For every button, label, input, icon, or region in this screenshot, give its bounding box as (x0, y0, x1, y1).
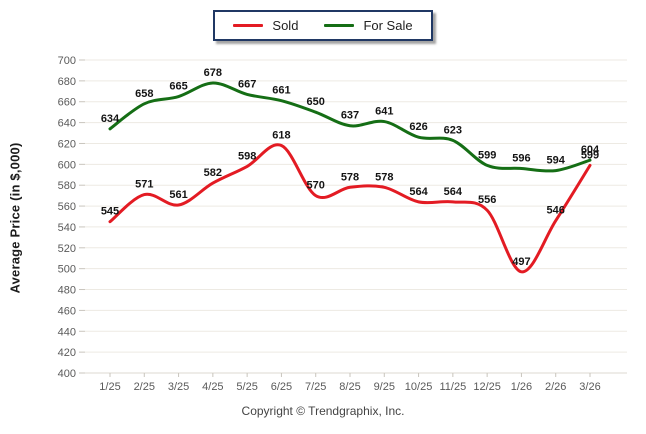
y-tick-labels: 400 420 440 460 480 500 520 540 560 580 600 620 640 6… (58, 55, 76, 380)
for-sale-line-swatch-icon (324, 24, 355, 27)
series-line-for-sale (108, 81, 592, 173)
svg-text:11/25: 11/25 (439, 381, 466, 393)
svg-text:2/25: 2/25 (134, 381, 155, 393)
legend-box: Sold For Sale (213, 10, 433, 41)
svg-text:641: 641 (375, 106, 393, 118)
svg-text:658: 658 (135, 88, 153, 100)
svg-text:520: 520 (58, 243, 76, 255)
svg-text:596: 596 (512, 153, 530, 165)
svg-text:10/25: 10/25 (405, 381, 433, 393)
svg-text:5/25: 5/25 (236, 381, 257, 393)
svg-text:545: 545 (101, 206, 119, 218)
svg-text:594: 594 (547, 155, 566, 167)
svg-text:460: 460 (58, 305, 76, 317)
svg-text:570: 570 (307, 180, 325, 192)
svg-text:1/25: 1/25 (99, 381, 120, 393)
svg-text:571: 571 (135, 179, 153, 191)
svg-text:1/26: 1/26 (511, 381, 532, 393)
svg-text:546: 546 (547, 205, 565, 217)
svg-text:578: 578 (341, 171, 359, 183)
svg-text:556: 556 (478, 194, 496, 206)
svg-text:540: 540 (58, 222, 76, 234)
y-axis-title: Average Price (in $,000) (7, 142, 23, 294)
data-labels-sold: 545 571 561 582 598 618 570 578 578 564 564 556 497 5… (101, 130, 599, 268)
svg-text:598: 598 (238, 150, 256, 162)
svg-text:580: 580 (58, 180, 76, 192)
svg-text:564: 564 (409, 186, 428, 198)
svg-text:661: 661 (272, 85, 290, 97)
svg-text:440: 440 (58, 326, 76, 338)
svg-text:604: 604 (581, 144, 600, 156)
legend: Sold For Sale (0, 10, 646, 41)
x-tick-labels: 1/25 2/25 3/25 4/25 5/25 6/25 7/25 8/25 9/25 10/2… (99, 381, 600, 393)
svg-text:3/26: 3/26 (579, 381, 600, 393)
svg-text:660: 660 (58, 97, 76, 109)
svg-text:637: 637 (341, 110, 359, 122)
svg-text:640: 640 (58, 118, 76, 130)
svg-text:678: 678 (204, 67, 222, 79)
svg-text:599: 599 (478, 149, 496, 161)
series-line-sold (108, 143, 592, 274)
svg-text:626: 626 (409, 121, 427, 133)
svg-text:420: 420 (58, 347, 76, 359)
svg-text:500: 500 (58, 264, 76, 276)
svg-text:578: 578 (375, 171, 393, 183)
svg-text:665: 665 (169, 81, 187, 93)
svg-text:623: 623 (444, 124, 462, 136)
data-labels-for-sale: 634 658 665 678 667 661 650 637 641 626 623 599 596 5… (101, 67, 600, 167)
legend-item-for-sale: For Sale (324, 18, 413, 33)
svg-text:560: 560 (58, 201, 76, 213)
svg-text:4/25: 4/25 (202, 381, 223, 393)
svg-text:7/25: 7/25 (305, 381, 326, 393)
svg-text:618: 618 (272, 130, 290, 142)
svg-text:6/25: 6/25 (271, 381, 292, 393)
svg-text:680: 680 (58, 76, 76, 88)
svg-text:620: 620 (58, 138, 76, 150)
copyright-text: Copyright © Trendgraphix, Inc. (241, 404, 405, 418)
svg-text:12/25: 12/25 (473, 381, 501, 393)
svg-text:600: 600 (58, 159, 76, 171)
svg-text:634: 634 (101, 113, 120, 125)
svg-text:8/25: 8/25 (339, 381, 360, 393)
svg-text:3/25: 3/25 (168, 381, 189, 393)
svg-text:9/25: 9/25 (374, 381, 395, 393)
svg-text:480: 480 (58, 285, 76, 297)
svg-text:700: 700 (58, 55, 76, 67)
svg-text:564: 564 (444, 186, 463, 198)
svg-text:599: 599 (581, 149, 599, 161)
svg-text:497: 497 (512, 256, 530, 268)
svg-text:650: 650 (307, 96, 325, 108)
svg-text:400: 400 (58, 368, 76, 380)
svg-text:561: 561 (169, 189, 187, 201)
svg-text:2/26: 2/26 (545, 381, 566, 393)
svg-text:667: 667 (238, 78, 256, 90)
legend-label-sold: Sold (272, 18, 299, 33)
svg-text:582: 582 (204, 167, 222, 179)
legend-item-sold: Sold (233, 19, 298, 32)
gridlines (79, 59, 627, 377)
legend-label-for-sale: For Sale (363, 18, 413, 33)
sold-line-swatch-icon (233, 24, 264, 27)
